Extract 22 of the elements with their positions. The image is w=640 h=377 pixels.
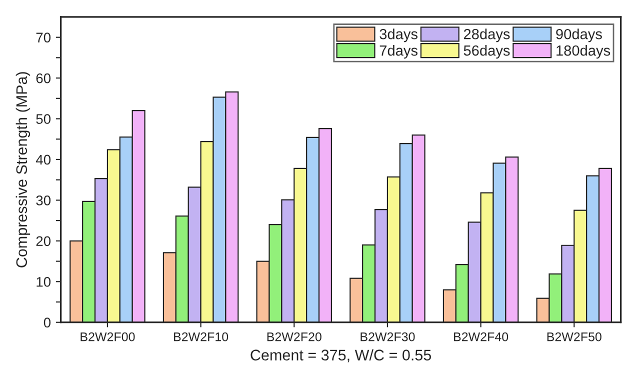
- legend-label: 180days: [556, 45, 610, 59]
- legend-label: 3days: [380, 28, 418, 42]
- legend-label: 28days: [464, 28, 510, 42]
- y-tick-label: 40: [36, 154, 51, 165]
- legend-label: 56days: [464, 45, 510, 59]
- y-tick-label: 20: [36, 236, 51, 246]
- x-tick-label: B2W2F40: [454, 332, 508, 342]
- x-tick-label: B2W2F20: [267, 332, 322, 342]
- x-axis-title: Cement = 375, W/C = 0.55: [250, 349, 432, 362]
- x-tick-label: B2W2F30: [360, 332, 415, 342]
- y-tick-label: 30: [36, 196, 51, 206]
- x-tick-label: B2W2F00: [80, 332, 135, 342]
- y-tick-label: 10: [36, 276, 51, 287]
- y-tick-label: 60: [36, 73, 51, 84]
- x-tick-label: B2W2F50: [547, 332, 602, 342]
- legend-label: 7days: [380, 45, 418, 59]
- y-tick-label: 0: [44, 318, 51, 328]
- legend-label: 90days: [556, 28, 602, 42]
- y-tick-label: 50: [36, 114, 51, 124]
- y-tick-label: 70: [36, 32, 51, 42]
- x-tick-label: B2W2F10: [174, 332, 228, 342]
- y-axis-title: Compressive Strength (MPa): [16, 72, 30, 268]
